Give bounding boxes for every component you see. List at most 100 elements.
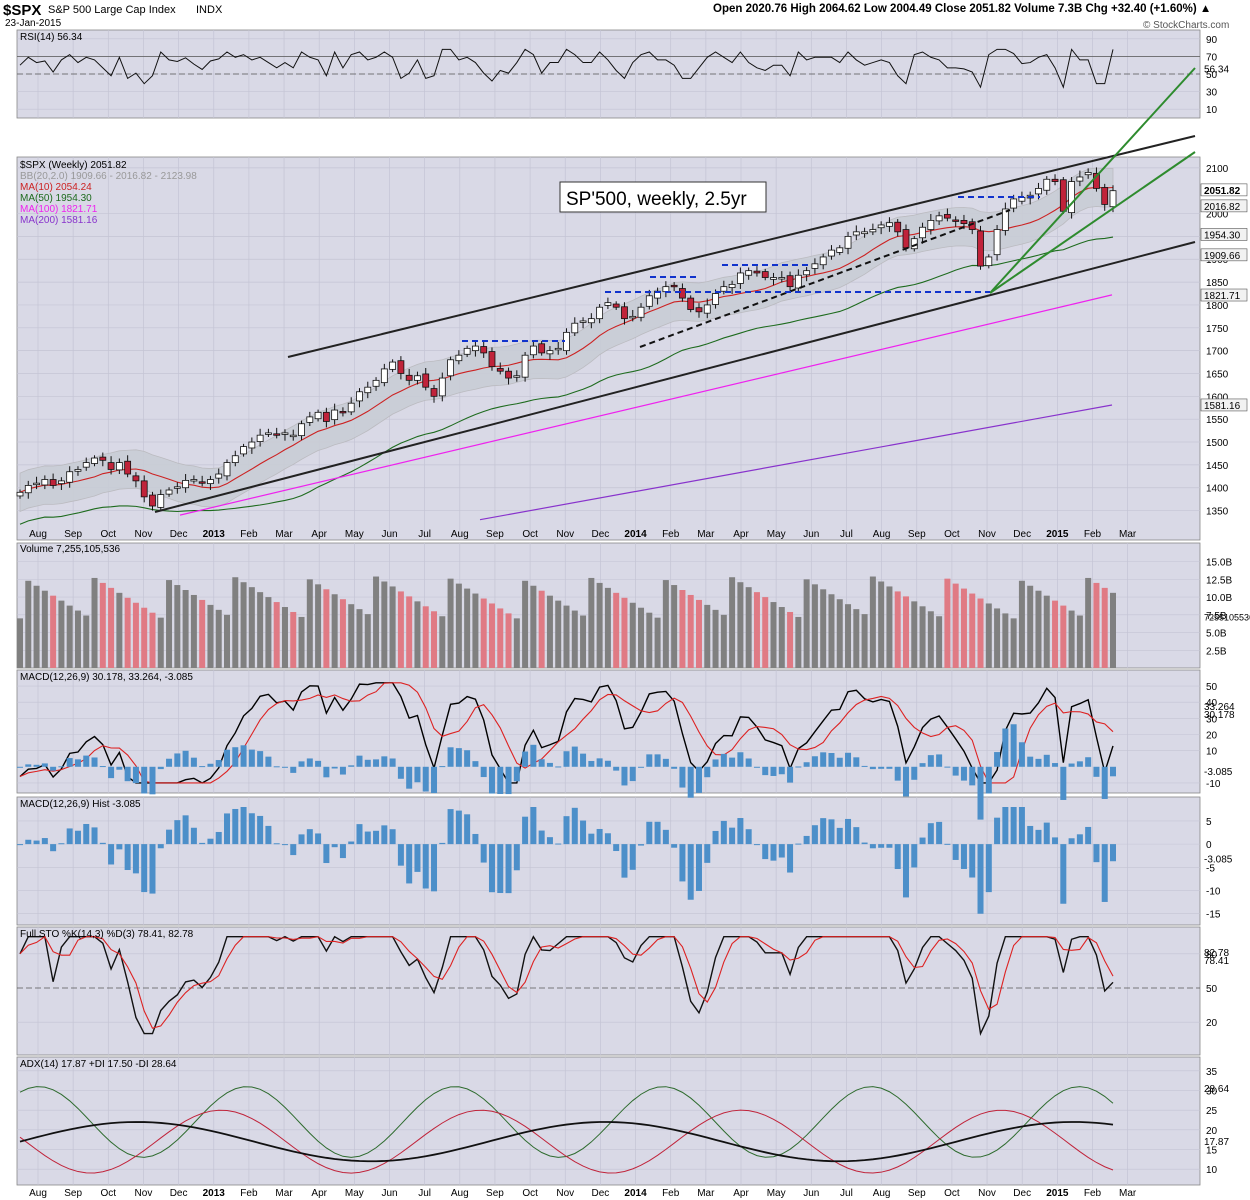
histogram-bar [207,838,214,845]
histogram-bar [621,844,628,878]
x-tick-label-bottom: Jun [803,1188,819,1199]
volume-bar [232,577,239,668]
candle-body [587,318,595,324]
histogram-bar [778,844,785,858]
macd-mini-hist-bar [588,760,595,767]
macd-mini-hist-bar [687,766,694,798]
volume-bar [571,610,578,668]
histogram-bar [91,827,98,845]
macd-mini-hist-bar [936,754,943,767]
histogram-bar [323,844,330,864]
macd-mini-hist-bar [315,760,322,767]
histogram-bar [985,844,992,893]
histogram-bar [422,844,429,889]
histogram-bar [894,844,901,870]
macd-tick-label: 20 [1206,731,1218,742]
macd-mini-hist-bar [662,758,669,767]
volume-bar [1010,618,1017,668]
macd-mini-hist-bar [861,765,868,767]
macd-mini-hist-bar [132,766,139,784]
volume-bar [530,585,537,668]
macd-mini-hist-bar [869,766,876,770]
histogram-bar [613,844,620,852]
volume-bar [1018,580,1025,668]
candle-body [505,370,512,379]
macd-mini-hist-bar [720,753,727,767]
hist-tick-label: -10 [1206,887,1221,898]
candle-body [240,446,247,455]
macd-mini-hist-bar [232,747,239,767]
candle-body [173,486,181,489]
candle-body [372,379,380,387]
candle-body [720,286,728,292]
volume-bar [588,577,595,668]
candle-body [1059,179,1067,212]
histogram-bar [447,809,454,845]
histogram-bar [99,842,106,845]
price-legend-item: MA(10) 2054.24 [20,182,92,193]
histogram-bar [273,843,280,845]
x-tick-label: Oct [522,529,538,540]
volume-bar [944,578,951,668]
macd-mini-hist-bar [902,766,909,797]
volume-bar [712,609,719,668]
adx-tick-label: 30 [1206,1087,1218,1098]
vol-tick-label: 7.5B [1206,611,1227,622]
macd-mini-hist-bar [66,758,73,767]
price-tick-label: 2100 [1206,164,1229,175]
histogram-bar [530,807,537,845]
volume-bar [894,591,901,668]
candle-body [943,214,951,219]
rsi-line [19,48,1114,89]
volume-bar [985,603,992,668]
histogram-bar [74,830,81,845]
price-tag-label: 2016.82 [1204,202,1241,213]
rsi-label: RSI(14) 56.34 [20,32,83,43]
histogram-bar [753,844,760,846]
price-tick-label: 1650 [1206,369,1229,380]
macd-mini-hist-bar [298,761,305,767]
histogram-bar [298,834,305,845]
volume-bar [820,589,827,668]
histogram-bar [166,829,173,845]
volume-bar [646,612,653,668]
x-tick-label: Mar [697,529,715,540]
volume-bar [720,614,727,668]
sto-tick-label: 80 [1206,950,1218,961]
price-legend-item: MA(200) 1581.16 [20,215,98,226]
candle-body [571,322,579,334]
macd-mini-hist-bar [977,766,984,820]
stockcharts-credit: © StockCharts.com [1143,20,1230,31]
candle-body [480,346,488,354]
candle-body [248,441,256,449]
histogram-bar [820,818,827,845]
histogram-bar [762,844,769,860]
volume-bar [17,618,23,668]
macd-mini-hist-bar [787,766,794,783]
candle-body [1101,187,1109,205]
volume-bar [704,604,711,668]
vol-tick-label: 12.5B [1206,575,1232,586]
histogram-bar [1085,826,1092,845]
rsi-last-tag: 56.34 [1204,64,1229,75]
x-tick-label-bottom: Dec [1013,1188,1031,1199]
histogram-bar [58,843,65,845]
histogram-bar [281,844,288,846]
histogram-bar [17,844,23,846]
histogram-bar [629,844,636,870]
volume-bar [778,607,785,668]
macd-mini-hist-bar [124,766,131,782]
volume-bar [869,576,876,668]
price-legend-item: MA(100) 1821.71 [20,204,98,215]
candle-body [761,271,769,278]
x-tick-label-bottom: Aug [451,1188,469,1199]
candle-body [786,275,794,288]
volume-bar [124,597,131,668]
price-tag-box [1200,288,1248,302]
volume-bar [679,590,686,668]
macd-mini-hist-bar [74,759,81,767]
macd-mini-hist-bar [281,766,288,768]
x-tick-label: 2014 [624,529,647,540]
candle-body [828,249,835,257]
